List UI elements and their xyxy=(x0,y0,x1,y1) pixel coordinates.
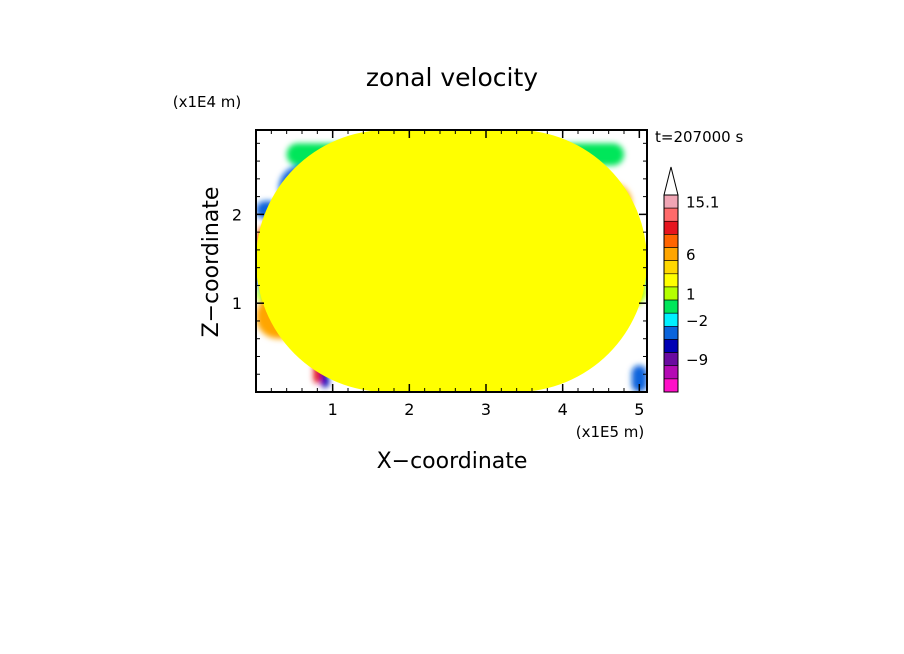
heatmap-fill xyxy=(256,130,647,392)
x-tick-label-3: 3 xyxy=(481,400,491,419)
colorbar-segment-14 xyxy=(663,378,679,393)
y-axis-ticks: 12 xyxy=(232,142,647,375)
colorbar-segment-8 xyxy=(663,299,679,314)
x-tick-label-1: 1 xyxy=(328,400,338,419)
x-tick-label-2: 2 xyxy=(404,400,414,419)
colorbar: 15.1 6 1 −2 −9 xyxy=(663,166,719,393)
y-axis-label: Z−coordinate xyxy=(199,187,224,338)
colorbar-segment-3 xyxy=(663,234,679,248)
colorbar-segment-11 xyxy=(663,339,679,353)
chart-title: zonal velocity xyxy=(366,63,538,92)
colorbar-segment-2 xyxy=(663,220,679,235)
time-label: t=207000 s xyxy=(655,128,743,146)
y-axis-unit: (x1E4 m) xyxy=(173,93,242,111)
colorbar-label-2: 1 xyxy=(686,286,696,304)
colorbar-segment-6 xyxy=(663,273,679,288)
colorbar-extend-arrow xyxy=(663,166,679,196)
colorbar-segment-13 xyxy=(663,365,679,380)
colorbar-label-0: 15.1 xyxy=(686,194,719,212)
y-tick-label-2: 2 xyxy=(232,205,242,224)
x-axis-ticks: 1 2 3 4 5 xyxy=(270,130,644,419)
colorbar-segment-4 xyxy=(663,247,679,261)
colorbar-label-1: 6 xyxy=(686,246,696,264)
colorbar-segment-1 xyxy=(663,207,679,222)
colorbar-label-3: −2 xyxy=(686,312,708,330)
colorbar-segment-10 xyxy=(663,326,679,340)
colorbar-segment-12 xyxy=(663,352,679,367)
colorbar-label-4: −9 xyxy=(686,351,708,369)
x-tick-label-5: 5 xyxy=(634,400,644,419)
x-tick-label-4: 4 xyxy=(558,400,568,419)
colorbar-segment-7 xyxy=(663,286,679,301)
colorbar-frame xyxy=(663,194,679,393)
y-tick-label-1: 1 xyxy=(232,294,242,313)
colorbar-segment-5 xyxy=(663,260,679,275)
colorbar-segment-0 xyxy=(663,194,679,209)
heatmap-region-25 xyxy=(631,365,647,392)
colorbar-segment-9 xyxy=(663,312,679,327)
x-axis-label: X−coordinate xyxy=(377,449,528,474)
x-axis-unit: (x1E5 m) xyxy=(576,423,645,441)
heatmap-region-0 xyxy=(256,130,647,392)
plot-frame xyxy=(255,129,648,393)
